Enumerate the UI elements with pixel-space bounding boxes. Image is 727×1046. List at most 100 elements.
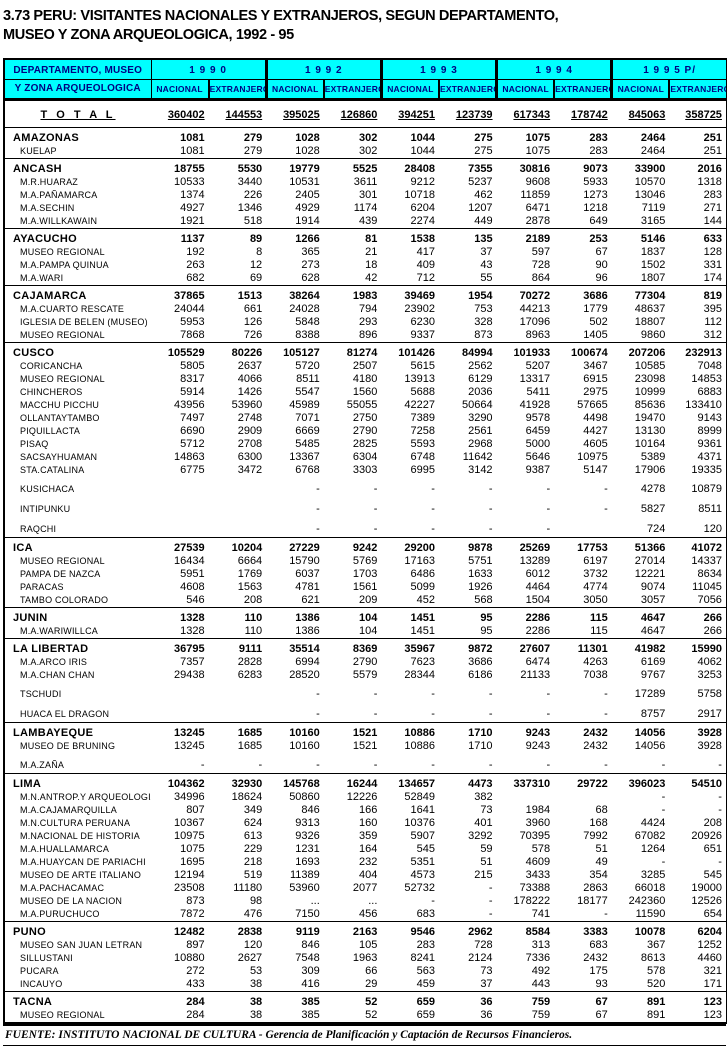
- cell-value: 275: [438, 127, 497, 145]
- cell-value: [209, 497, 267, 517]
- row-label: MACCHU PICCHU: [20, 400, 100, 410]
- cell-value: 215: [474, 869, 493, 881]
- table-row: LIMA 104362 32930 145768 16244 134657 4473 3373…: [4, 773, 727, 791]
- cell-value: 4427: [583, 425, 608, 437]
- row-label: CHINCHEROS: [20, 387, 83, 397]
- cell-value: 2962: [438, 921, 497, 939]
- row-label: IGLESIA DE BELEN (MUSEO): [20, 317, 148, 327]
- cell-value: 597: [531, 246, 551, 258]
- table-row: CUSCO 105529 80226 105127 81274 101426 84994 10…: [4, 342, 727, 360]
- cell-value: 37865: [151, 285, 209, 303]
- cell-value: 209: [359, 594, 378, 606]
- cell-value: 7336: [525, 952, 551, 964]
- cell-value: 724: [646, 523, 666, 535]
- cell-value: 123739: [455, 109, 493, 121]
- cell-value: 4062: [697, 656, 722, 668]
- year-header-1993: 1 9 9 3: [379, 58, 498, 80]
- cell-value: 95: [480, 625, 493, 637]
- cell-value: 1563: [237, 581, 263, 593]
- cell-value: 53: [249, 965, 263, 977]
- table-row: M.A.CAJAMARQUILLA 807 349 846 166 1641 73 1984 6…: [4, 804, 727, 817]
- cell-value: 1028: [295, 145, 320, 157]
- table-row: M.A.PURUCHUCO 7872 476 7150 456 683 - 741 - 11590…: [4, 908, 727, 922]
- cell-value: 5848: [295, 316, 320, 328]
- subheader-nacional: NACIONAL: [379, 79, 440, 100]
- cell-value: 5951: [180, 568, 205, 580]
- cell-value: [209, 517, 267, 538]
- cell-value: 9313: [295, 817, 320, 829]
- cell-value: 3686: [554, 285, 612, 303]
- cell-value: 613: [243, 830, 263, 842]
- cell-value: 1963: [352, 952, 378, 964]
- cell-value: 1075: [525, 145, 551, 157]
- cell-value: 1560: [352, 386, 378, 398]
- table-row: T O T A L 360402 144553 395025 126860 394251 1…: [4, 100, 727, 128]
- cell-value: 95: [438, 607, 497, 625]
- cell-value: 10367: [174, 817, 205, 829]
- cell-value: 1318: [697, 176, 722, 188]
- stub-header-line-1: DEPARTAMENTO, MUSEO: [3, 58, 152, 80]
- subheader-extranjero: EXTRANJERO: [668, 79, 727, 100]
- cell-value: -: [488, 523, 493, 535]
- cell-value: 8241: [410, 952, 435, 964]
- cell-value: 1769: [237, 568, 263, 580]
- cell-value: 3440: [237, 176, 263, 188]
- cell-value: 21: [365, 246, 378, 258]
- row-label: INTIPUNKU: [20, 504, 71, 514]
- cell-value: 2432: [554, 722, 612, 740]
- cell-value: 10376: [404, 817, 435, 829]
- cell-value: 24028: [289, 303, 320, 315]
- cell-value: 358725: [685, 109, 722, 121]
- cell-value: 12482: [151, 921, 209, 939]
- cell-value: 2561: [468, 425, 493, 437]
- cell-value: 4781: [295, 581, 320, 593]
- cell-value: 1513: [208, 285, 267, 303]
- cell-value: 29200: [381, 537, 439, 555]
- cell-value: 24044: [174, 303, 205, 315]
- cell-value: 9387: [525, 464, 551, 476]
- cell-value: 759: [496, 991, 555, 1009]
- cell-value: 633: [669, 228, 727, 246]
- row-label: M.A.WARI: [20, 273, 64, 283]
- cell-value: 385: [266, 991, 324, 1009]
- cell-value: 3050: [583, 594, 608, 606]
- cell-value: -: [718, 804, 722, 816]
- table-row: RAQCHI - - - - - 724 120: [4, 517, 727, 538]
- cell-value: 11045: [692, 581, 722, 593]
- cell-value: 66: [365, 965, 378, 977]
- cell-value: 1231: [295, 843, 320, 855]
- table-row: M.A.WARI 682 69 628 42 712 55 864 96 1807 174: [4, 272, 727, 286]
- cell-value: 50860: [289, 791, 320, 803]
- cell-value: 2790: [352, 656, 378, 668]
- cell-value: 19779: [266, 158, 324, 176]
- cell-value: 1538: [381, 228, 439, 246]
- cell-value: [151, 497, 209, 517]
- cell-value: 7258: [410, 425, 435, 437]
- cell-value: 578: [646, 965, 666, 977]
- cell-value: 67082: [634, 830, 666, 842]
- cell-value: 367: [646, 939, 666, 951]
- cell-value: 9578: [525, 412, 551, 424]
- cell-value: 55055: [346, 399, 378, 411]
- row-label: CAJAMARCA: [4, 285, 151, 303]
- cell-value: 439: [359, 215, 378, 227]
- cell-value: 104: [323, 607, 382, 625]
- cell-value: 144: [703, 215, 722, 227]
- cell-value: 105127: [266, 342, 324, 360]
- cell-value: 126: [243, 316, 263, 328]
- cell-value: 53960: [289, 882, 320, 894]
- cell-value: 9860: [640, 329, 666, 341]
- cell-value: 807: [186, 804, 205, 816]
- cell-value: 3292: [468, 830, 493, 842]
- cell-value: 2286: [525, 625, 551, 637]
- cell-value: 293: [359, 316, 378, 328]
- cell-value: 5146: [611, 228, 670, 246]
- cell-value: 12226: [346, 791, 378, 803]
- cell-value: 2828: [237, 656, 263, 668]
- cell-value: 17753: [554, 537, 612, 555]
- cell-value: -: [718, 856, 722, 868]
- cell-value: 1044: [410, 145, 435, 157]
- cell-value: 7992: [583, 830, 608, 842]
- cell-value: 741: [531, 908, 551, 920]
- row-label: MUSEO DE BRUNING: [20, 741, 116, 751]
